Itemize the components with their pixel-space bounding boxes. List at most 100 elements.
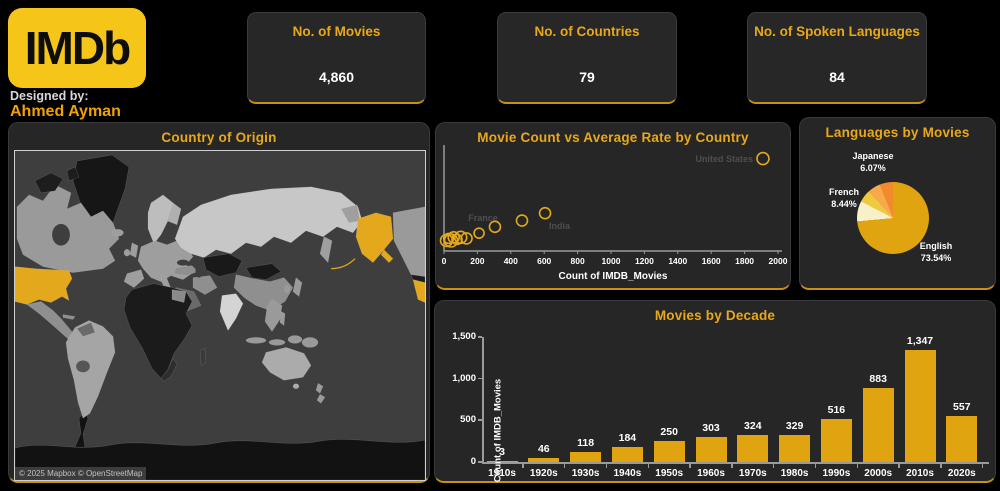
bar-x-tick-mark bbox=[940, 464, 942, 468]
decade-bar-chart: Count of IMDB_Movies 0 500 1,000 1,500 3 1910… bbox=[452, 331, 989, 482]
pie-slice-label-japanese: Japanese 6.07% bbox=[852, 151, 894, 173]
languages-pie-chart[interactable] bbox=[857, 182, 929, 254]
scatter-point-india[interactable] bbox=[538, 206, 552, 220]
bar-value-label: 303 bbox=[702, 421, 720, 434]
kpi-card-movies: No. of Movies 4,860 bbox=[247, 12, 426, 104]
scatter-x-tick: 1600 bbox=[702, 256, 721, 266]
bar-2000s[interactable] bbox=[862, 388, 894, 462]
kpi-value: 84 bbox=[829, 69, 845, 85]
bar-1940s[interactable] bbox=[611, 446, 643, 462]
scatter-title: Movie Count vs Average Rate by Country bbox=[477, 130, 749, 145]
kpi-card-countries: No. of Countries 79 bbox=[497, 12, 677, 104]
bar-2020s[interactable] bbox=[946, 415, 978, 462]
scatter-x-tick: 1800 bbox=[735, 256, 754, 266]
bar-category-label-1920s: 1920s bbox=[529, 468, 558, 479]
scatter-point[interactable] bbox=[460, 232, 473, 245]
pie-slice-label-english: English 73.54% bbox=[919, 241, 953, 263]
bar-1970s[interactable] bbox=[737, 435, 769, 462]
bar-category-label-1960s: 1960s bbox=[697, 468, 725, 479]
kpi-value: 4,860 bbox=[318, 69, 355, 85]
map-title: Country of Origin bbox=[161, 130, 277, 145]
bar-category-label-2010s: 2010s bbox=[906, 468, 934, 479]
scatter-x-tick: 400 bbox=[504, 256, 518, 266]
bar-1980s[interactable] bbox=[779, 434, 811, 462]
bar-value-label: 3 bbox=[499, 445, 505, 458]
pie-panel: Languages by Movies English 73.54% French… bbox=[799, 117, 996, 290]
bar-y-tick: 1,500 bbox=[452, 331, 476, 342]
scatter-x-tick: 600 bbox=[537, 256, 551, 266]
bar-x-tick-mark bbox=[689, 464, 691, 468]
scatter-x-tick: 1000 bbox=[602, 256, 621, 266]
bar-1930s[interactable] bbox=[570, 452, 602, 462]
bar-x-tick-mark bbox=[605, 464, 608, 468]
map-africa bbox=[123, 283, 193, 379]
bar-value-label: 329 bbox=[785, 419, 804, 432]
designer-name: Ahmed Ayman bbox=[10, 103, 121, 120]
kpi-card-languages: No. of Spoken Languages 84 bbox=[747, 12, 927, 104]
bar-category-label-1930s: 1930s bbox=[571, 468, 600, 479]
bar-category-label-2000s: 2000s bbox=[864, 468, 893, 479]
scatter-x-tick: 800 bbox=[571, 256, 585, 266]
bar-title: Movies by Decade bbox=[654, 308, 776, 323]
map-japan bbox=[292, 277, 303, 298]
map-russia bbox=[174, 186, 363, 258]
bar-value-label: 1,347 bbox=[906, 334, 934, 347]
kpi-value: 79 bbox=[579, 69, 595, 85]
map-uk bbox=[129, 242, 139, 259]
bar-x-tick-mark bbox=[647, 464, 650, 468]
map-iceland bbox=[112, 229, 124, 237]
map-kazakhstan bbox=[202, 253, 243, 277]
bar-1990s[interactable] bbox=[820, 419, 852, 462]
bar-category-label-2020s: 2020s bbox=[947, 468, 976, 479]
bar-2010s[interactable] bbox=[904, 349, 936, 462]
scatter-x-tick: 0 bbox=[442, 256, 447, 266]
scatter-point-label: France bbox=[468, 213, 498, 223]
scatter-point[interactable] bbox=[442, 232, 455, 245]
bar-1950s[interactable] bbox=[653, 441, 685, 462]
map-indochina bbox=[264, 299, 283, 332]
bar-value-label: 557 bbox=[953, 400, 971, 413]
bar-1910s[interactable] bbox=[486, 460, 518, 462]
bar-x-tick-mark bbox=[898, 464, 900, 468]
scatter-point-france[interactable] bbox=[473, 227, 485, 239]
bar-y-tick-mark bbox=[478, 377, 482, 380]
bar-y-tick: 500 bbox=[460, 414, 476, 426]
map-south-america bbox=[65, 320, 116, 419]
bar-y-tick-mark bbox=[478, 336, 482, 338]
pie-slice-label-french: French 8.44% bbox=[828, 187, 859, 209]
bar-x-tick-mark bbox=[981, 464, 984, 468]
scatter-x-axis-label: Count of IMDB_Movies bbox=[559, 271, 668, 282]
scatter-point-united-states[interactable] bbox=[756, 151, 770, 166]
designed-by-label: Designed by: bbox=[10, 89, 89, 103]
bar-value-label: 118 bbox=[577, 437, 595, 450]
bar-x-tick-mark bbox=[522, 464, 524, 468]
scatter-x-tick: 2000 bbox=[769, 256, 788, 266]
bar-y-tick-mark bbox=[478, 419, 482, 421]
scatter-point[interactable] bbox=[453, 230, 468, 245]
bar-value-label: 184 bbox=[618, 431, 637, 444]
scatter-plot[interactable]: 0 200 400 600 800 1000 1200 1400 1600 1800 2000 Cou… bbox=[436, 137, 792, 287]
bar-category-label-1990s: 1990s bbox=[822, 468, 851, 479]
bar-category-label-1950s: 1950s bbox=[655, 468, 684, 479]
bar-y-tick: 1,000 bbox=[452, 372, 476, 384]
bar-category-label-1940s: 1940s bbox=[613, 468, 642, 479]
bar-category-label-1980s: 1980s bbox=[780, 468, 809, 479]
map-australia bbox=[261, 347, 312, 381]
scatter-point[interactable] bbox=[451, 233, 463, 246]
scatter-point[interactable] bbox=[488, 220, 502, 234]
bar-1960s[interactable] bbox=[695, 436, 727, 462]
imdb-logo: IMDb bbox=[8, 8, 146, 88]
bar-value-label: 46 bbox=[537, 443, 550, 456]
world-map[interactable]: © 2025 Mapbox © OpenStreetMap bbox=[14, 150, 426, 481]
map-attribution[interactable]: © 2025 Mapbox © OpenStreetMap bbox=[15, 467, 147, 480]
scatter-x-tick: 200 bbox=[470, 256, 484, 266]
bar-value-label: 324 bbox=[744, 420, 762, 432]
bar-x-tick-mark bbox=[814, 464, 817, 468]
scatter-point[interactable] bbox=[515, 214, 529, 227]
world-map-svg bbox=[14, 151, 426, 481]
bar-x-tick-mark bbox=[772, 464, 775, 468]
map-china bbox=[233, 274, 294, 311]
bar-1920s[interactable] bbox=[528, 458, 560, 462]
scatter-point-label: United States bbox=[695, 154, 753, 164]
